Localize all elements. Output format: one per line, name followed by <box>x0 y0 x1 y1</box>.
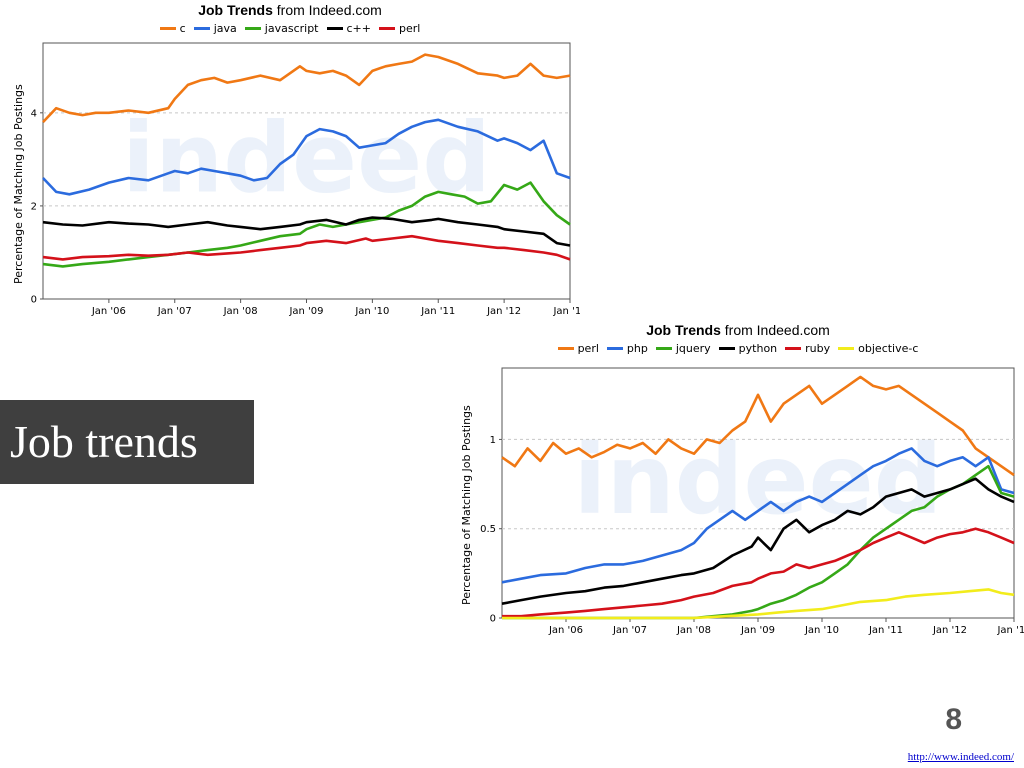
series-line-python <box>501 477 1015 605</box>
x-tick-label: Jan '08 <box>223 306 258 317</box>
series-line-java <box>42 118 571 196</box>
legend-label: c++ <box>346 22 371 35</box>
job-trends-chart-1: Job Trends from Indeed.com c java javascri… <box>0 0 580 320</box>
y-tick-label: 4 <box>31 108 37 119</box>
series-line-ruby <box>502 527 1015 618</box>
chart-2-plot: indeed 0 0.5 1 Jan '06 Jan '07 Jan '08 Jan '09 J… <box>480 367 1024 636</box>
legend-swatch <box>326 26 343 30</box>
legend-label: ruby <box>805 342 831 355</box>
x-tick-label: Jan '07 <box>157 306 192 317</box>
x-tick-label: Jan '10 <box>354 306 389 317</box>
legend-item: c++ <box>326 22 371 35</box>
legend-item: c <box>159 22 186 35</box>
legend-swatch <box>718 346 735 350</box>
job-trends-chart-2: Job Trends from Indeed.com perl php jquery… <box>452 318 1024 640</box>
y-tick-label: 0 <box>490 614 496 625</box>
x-tick-label: Jan '06 <box>548 625 583 636</box>
legend-label: python <box>738 342 778 355</box>
source-link[interactable]: http://www.indeed.com/ <box>907 751 1014 763</box>
x-tick-label: Jan '1? <box>996 625 1024 636</box>
slide-title: Job trends <box>0 400 254 484</box>
legend-item: javascript <box>244 22 319 35</box>
legend-item: php <box>606 342 648 355</box>
legend-item: python <box>718 342 778 355</box>
x-tick-label: Jan '09 <box>740 625 775 636</box>
x-tick-label: Jan '07 <box>612 625 647 636</box>
series-line-c <box>42 53 571 123</box>
legend-swatch <box>159 26 176 30</box>
x-tick-label: Jan '1? <box>552 306 580 317</box>
x-tick-label: Jan '10 <box>804 625 839 636</box>
chart-1-title: Job Trends from Indeed.com <box>198 2 382 18</box>
y-tick-label: 1 <box>490 435 496 446</box>
series-line-objective-c <box>502 588 1015 620</box>
legend-swatch <box>244 26 261 30</box>
legend-label: perl <box>398 22 421 35</box>
series-line-perl <box>501 375 1015 477</box>
series-line-php <box>501 447 1015 584</box>
legend-label: perl <box>577 342 599 355</box>
legend-item: objective-c <box>838 342 918 355</box>
legend-label: php <box>626 342 648 355</box>
x-tick-label: Jan '08 <box>676 625 711 636</box>
legend-item: java <box>193 22 237 35</box>
legend-item: perl <box>557 342 599 355</box>
legend-swatch <box>557 346 574 350</box>
y-tick-label: 0.5 <box>480 524 496 535</box>
chart-2-title: Job Trends from Indeed.com <box>646 322 830 338</box>
series-line-perl <box>42 234 571 261</box>
legend-label: javascript <box>264 22 319 35</box>
x-tick-label: Jan '11 <box>420 306 455 317</box>
legend-label: c <box>179 22 186 35</box>
y-tick-label: 2 <box>31 201 37 212</box>
legend-item: jquery <box>655 342 711 355</box>
legend-swatch <box>785 346 802 350</box>
x-tick-label: Jan '11 <box>868 625 903 636</box>
x-tick-label: Jan '06 <box>91 306 126 317</box>
legend-swatch <box>193 26 210 30</box>
legend-swatch <box>838 346 855 350</box>
x-tick-label: Jan '12 <box>932 625 967 636</box>
legend-item: perl <box>378 22 421 35</box>
chart-1-legend: c java javascript c++ perl <box>0 22 580 35</box>
legend-item: ruby <box>785 342 830 355</box>
x-tick-label: Jan '12 <box>486 306 521 317</box>
legend-label: objective-c <box>858 342 919 355</box>
chart-2-legend: perl php jquery python ruby objective-c <box>452 342 1024 355</box>
legend-swatch <box>655 346 672 350</box>
legend-label: java <box>213 22 237 35</box>
watermark-logo: indeed <box>574 424 943 536</box>
series-line-c- <box>42 216 571 247</box>
legend-swatch <box>606 346 623 350</box>
y-tick-label: 0 <box>31 295 37 306</box>
page-number: 8 <box>945 703 962 736</box>
x-tick-label: Jan '09 <box>288 306 323 317</box>
legend-label: jquery <box>675 342 711 355</box>
legend-swatch <box>378 26 395 30</box>
